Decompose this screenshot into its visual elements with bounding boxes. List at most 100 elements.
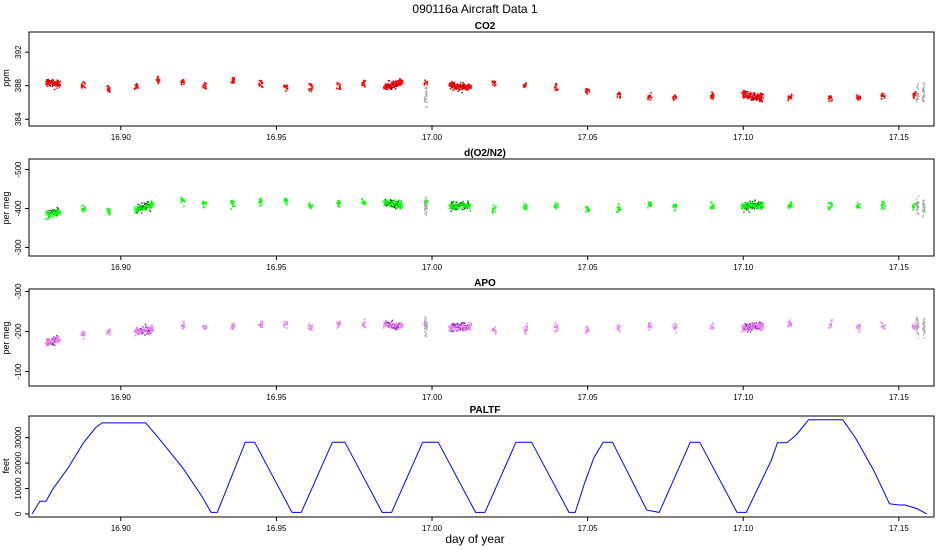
data-point (232, 205, 234, 208)
data-point (309, 206, 312, 209)
data-point (712, 93, 715, 95)
data-point (750, 327, 752, 329)
flagged-point (426, 95, 428, 97)
data-point (233, 323, 236, 325)
data-point (150, 206, 152, 208)
flagged-point (424, 331, 427, 334)
data-point (284, 323, 287, 325)
flagged-point (424, 316, 426, 318)
data-point (675, 324, 678, 326)
data-point (754, 205, 757, 208)
data-point (57, 336, 60, 339)
data-point (258, 79, 261, 82)
data-point (45, 218, 47, 220)
data-point (524, 208, 527, 211)
data-point (52, 79, 54, 81)
data-point (748, 326, 751, 329)
data-point (762, 202, 764, 205)
data-point (137, 203, 139, 206)
data-point (554, 324, 556, 327)
data-point (150, 200, 152, 202)
data-point (454, 328, 456, 331)
data-point (710, 324, 713, 327)
data-point (81, 207, 83, 210)
data-point (748, 207, 750, 209)
x-tick-label: 16.95 (266, 263, 287, 272)
data-point (392, 84, 395, 87)
data-point (286, 322, 288, 325)
data-point (650, 205, 652, 207)
data-point (261, 204, 263, 206)
data-point (48, 342, 51, 344)
flagged-point (917, 337, 920, 339)
data-point (45, 214, 48, 216)
data-point (401, 81, 403, 83)
data-point (460, 323, 462, 326)
data-point (394, 205, 396, 207)
flagged-point (915, 201, 917, 204)
data-point (759, 204, 761, 207)
data-point (448, 330, 451, 332)
data-point (151, 201, 153, 203)
data-point (391, 81, 393, 84)
data-point (107, 331, 109, 333)
data-point (455, 201, 457, 203)
data-point (137, 328, 139, 331)
flagged-point (424, 99, 426, 101)
data-point (308, 204, 310, 206)
data-point (675, 205, 677, 207)
data-point (743, 324, 746, 326)
data-point (587, 206, 589, 208)
data-point (585, 325, 587, 328)
data-point (57, 212, 60, 215)
data-point (469, 326, 471, 329)
flagged-point (424, 328, 426, 330)
data-point (453, 330, 455, 332)
panel-paltf: PALTF feet 16.90 16.95 17.00 17.05 17.10 17.1… (1, 405, 935, 533)
data-point (55, 80, 58, 83)
data-point (144, 323, 147, 326)
y-tick-label: -400 (14, 200, 23, 217)
data-point (526, 325, 528, 328)
flagged-point (923, 323, 925, 326)
data-point (828, 95, 831, 98)
data-point (883, 208, 886, 210)
data-point (109, 90, 111, 93)
data-point (647, 204, 650, 206)
data-point (460, 325, 463, 328)
data-point (106, 88, 109, 90)
flagged-point (426, 98, 428, 100)
data-point (457, 325, 460, 328)
data-point (83, 207, 85, 210)
flagged-point (916, 329, 918, 332)
data-point (587, 331, 589, 333)
data-point (859, 323, 861, 326)
data-point (395, 81, 398, 83)
data-point (456, 207, 458, 209)
data-point (554, 85, 557, 88)
data-point (742, 89, 745, 92)
data-point (48, 344, 50, 346)
data-point (231, 200, 233, 202)
data-point (757, 205, 760, 208)
data-point (390, 204, 392, 207)
data-point (830, 100, 833, 102)
data-point (81, 84, 83, 86)
data-point (461, 202, 464, 204)
data-point (467, 83, 470, 86)
data-point (525, 328, 528, 331)
data-point (52, 83, 55, 86)
data-point (448, 204, 451, 207)
panel-title: d(O2/N2) (464, 148, 506, 159)
data-point (133, 208, 136, 211)
data-point (138, 333, 141, 335)
data-point (232, 203, 234, 205)
data-point (133, 329, 136, 332)
data-point (456, 326, 459, 329)
data-point (749, 200, 751, 202)
data-point (452, 205, 454, 207)
data-point (393, 200, 396, 202)
data-point (741, 325, 744, 328)
data-point (55, 85, 57, 87)
data-point (284, 85, 286, 88)
